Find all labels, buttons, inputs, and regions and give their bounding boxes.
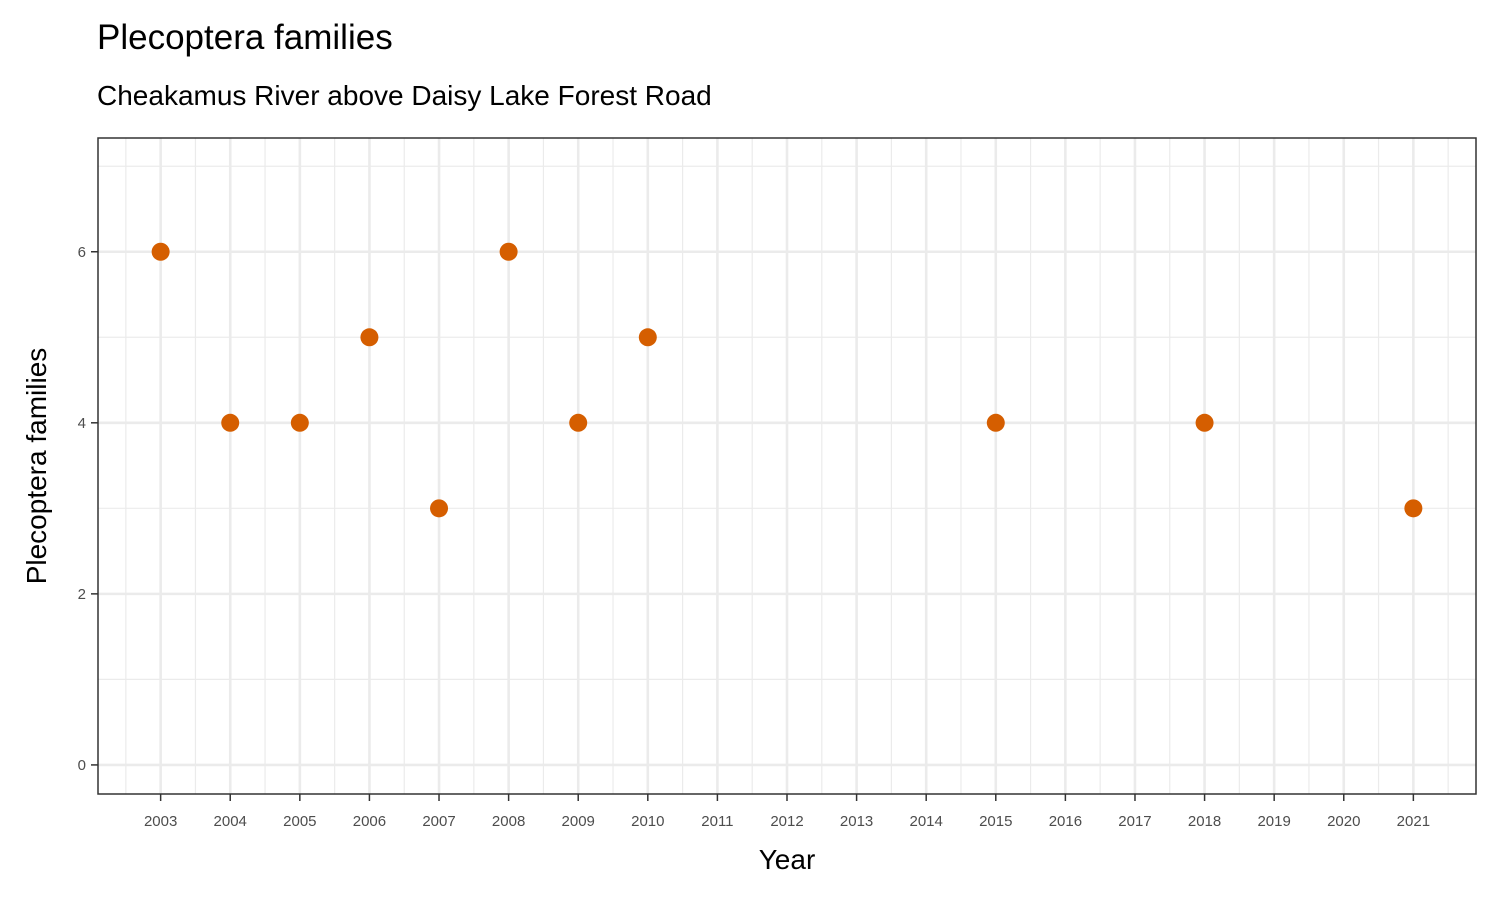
data-point — [499, 242, 518, 261]
x-tick-label: 2012 — [770, 813, 803, 830]
y-tick-label: 4 — [78, 415, 86, 432]
x-tick-label: 2020 — [1327, 813, 1360, 830]
x-tick-label: 2011 — [701, 813, 733, 830]
panel-border — [97, 137, 1477, 795]
x-tick-label: 2007 — [422, 813, 455, 830]
x-tick-label: 2009 — [562, 813, 595, 830]
x-tick-label: 2005 — [283, 813, 316, 830]
x-tick-label: 2008 — [492, 813, 525, 830]
x-tick-label: 2018 — [1188, 813, 1221, 830]
y-axis-label: Plecoptera families — [21, 348, 52, 585]
y-tick-label: 6 — [78, 244, 86, 261]
data-point — [638, 328, 657, 347]
x-tick-label: 2016 — [1049, 813, 1082, 830]
x-axis-label: Year — [759, 844, 816, 875]
x-tick-label: 2014 — [910, 813, 943, 830]
x-tick-label: 2017 — [1118, 813, 1151, 830]
data-point — [1404, 499, 1423, 518]
x-tick-label: 2019 — [1257, 813, 1290, 830]
chart-title: Plecoptera families — [97, 18, 393, 57]
x-tick-label: 2015 — [979, 813, 1012, 830]
data-point — [151, 242, 170, 261]
data-point — [360, 328, 379, 347]
y-tick-label: 0 — [78, 757, 86, 774]
data-point — [290, 413, 309, 432]
x-tick-label: 2004 — [214, 813, 247, 830]
data-point — [1195, 413, 1214, 432]
x-tick-label: 2013 — [840, 813, 873, 830]
x-tick-label: 2006 — [353, 813, 386, 830]
data-point — [569, 413, 588, 432]
chart-subtitle: Cheakamus River above Daisy Lake Forest … — [97, 80, 712, 111]
y-tick-label: 2 — [78, 586, 86, 603]
x-tick-label: 2003 — [144, 813, 177, 830]
x-tick-label: 2010 — [631, 813, 664, 830]
data-point — [430, 499, 449, 518]
x-tick-label: 2021 — [1397, 813, 1430, 830]
data-point — [986, 413, 1005, 432]
data-point — [221, 413, 240, 432]
